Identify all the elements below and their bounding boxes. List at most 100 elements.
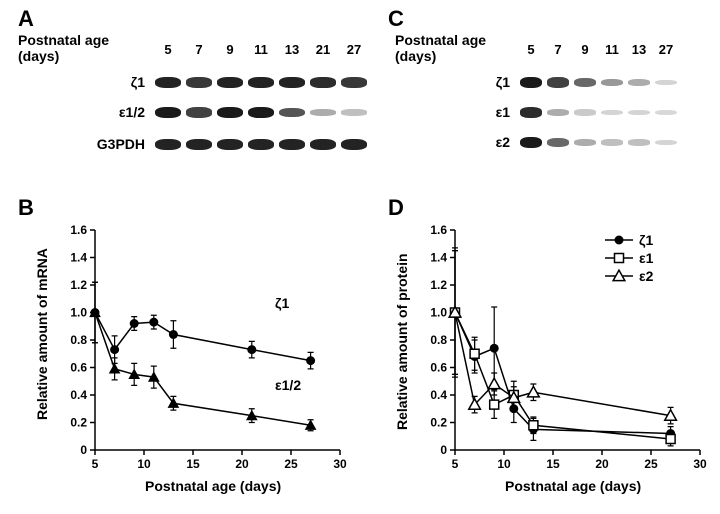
gel-lane-label: 5	[521, 42, 541, 57]
svg-text:ε1/2: ε1/2	[275, 377, 301, 393]
gel-band	[601, 139, 623, 145]
panel-a-header: Postnatal age (days)	[18, 32, 138, 64]
svg-text:1.2: 1.2	[70, 278, 87, 292]
gel-lane-label: 13	[629, 42, 649, 57]
gel-band	[186, 107, 212, 117]
gel-band	[601, 79, 623, 87]
svg-text:1.6: 1.6	[430, 223, 447, 237]
svg-text:10: 10	[137, 457, 151, 471]
gel-band	[217, 139, 243, 150]
gel-lane-label: 11	[602, 42, 622, 57]
gel-band	[341, 139, 367, 150]
panel-d-chart: 00.20.40.60.81.01.21.41.651015202530ζ1ε1…	[405, 210, 720, 490]
svg-text:30: 30	[333, 457, 347, 471]
gel-band	[547, 77, 569, 87]
gel-band	[520, 137, 542, 149]
panel-b-ylabel: Relative amount of mRNA	[34, 248, 50, 420]
gel-band	[217, 107, 243, 119]
gel-band	[601, 110, 623, 116]
gel-lane-label: 5	[158, 42, 178, 57]
svg-text:25: 25	[644, 457, 658, 471]
svg-text:0.8: 0.8	[430, 333, 447, 347]
gel-band	[186, 77, 212, 88]
gel-row-label: ζ1	[80, 74, 145, 90]
gel-band	[628, 139, 650, 145]
svg-text:1.4: 1.4	[430, 251, 447, 265]
gel-band	[310, 77, 336, 88]
gel-band	[310, 109, 336, 116]
panel-a-header-text: Postnatal age (days)	[18, 32, 109, 64]
gel-band	[574, 139, 596, 146]
svg-text:10: 10	[497, 457, 511, 471]
svg-text:1.0: 1.0	[430, 306, 447, 320]
gel-band	[628, 110, 650, 116]
gel-lane-label: 11	[251, 42, 271, 57]
gel-band	[186, 139, 212, 150]
svg-text:20: 20	[595, 457, 609, 471]
gel-band	[248, 77, 274, 88]
svg-text:25: 25	[284, 457, 298, 471]
gel-band	[547, 138, 569, 147]
gel-band	[655, 140, 677, 146]
svg-text:0.2: 0.2	[70, 416, 87, 430]
svg-text:20: 20	[235, 457, 249, 471]
gel-band	[155, 107, 181, 119]
svg-text:ζ1: ζ1	[275, 295, 289, 311]
svg-text:30: 30	[693, 457, 707, 471]
svg-text:0.6: 0.6	[70, 361, 87, 375]
svg-text:5: 5	[92, 457, 99, 471]
gel-band	[248, 139, 274, 150]
svg-text:0.4: 0.4	[70, 388, 87, 402]
svg-text:0: 0	[80, 443, 87, 457]
gel-lane-label: 27	[344, 42, 364, 57]
gel-lane-label: 9	[220, 42, 240, 57]
svg-text:0.4: 0.4	[430, 388, 447, 402]
svg-text:ε2: ε2	[639, 268, 654, 284]
gel-lane-label: 27	[656, 42, 676, 57]
svg-text:ζ1: ζ1	[639, 232, 653, 248]
panel-a-label: A	[18, 6, 34, 32]
gel-band	[655, 110, 677, 116]
panel-b-xlabel: Postnatal age (days)	[145, 478, 281, 494]
svg-text:0: 0	[440, 443, 447, 457]
svg-text:0.6: 0.6	[430, 361, 447, 375]
gel-band	[520, 77, 542, 89]
svg-text:1.6: 1.6	[70, 223, 87, 237]
gel-row-label: ζ1	[445, 74, 510, 90]
gel-band	[155, 139, 181, 150]
gel-band	[628, 79, 650, 86]
gel-row-label: ε1	[445, 104, 510, 120]
gel-band	[217, 77, 243, 88]
svg-text:1.4: 1.4	[70, 251, 87, 265]
panel-b-label: B	[18, 195, 34, 221]
gel-row-label: ε1/2	[80, 104, 145, 120]
gel-lane-label: 13	[282, 42, 302, 57]
gel-lane-label: 7	[548, 42, 568, 57]
gel-band	[520, 107, 542, 118]
gel-lane-label: 9	[575, 42, 595, 57]
gel-band	[279, 108, 305, 118]
gel-band	[341, 109, 367, 115]
gel-band	[248, 107, 274, 119]
gel-band	[574, 78, 596, 87]
panel-c-label: C	[388, 6, 404, 32]
gel-lane-label: 21	[313, 42, 333, 57]
panel-c-header: Postnatal age (days)	[395, 32, 515, 64]
gel-band	[341, 77, 367, 88]
gel-lane-label: 7	[189, 42, 209, 57]
gel-band	[547, 109, 569, 116]
gel-row-label: ε2	[445, 134, 510, 150]
svg-text:0.8: 0.8	[70, 333, 87, 347]
gel-row-label: G3PDH	[80, 136, 145, 152]
svg-text:1.0: 1.0	[70, 306, 87, 320]
panel-d-label: D	[388, 195, 404, 221]
gel-band	[310, 139, 336, 150]
gel-band	[574, 109, 596, 115]
gel-band	[279, 77, 305, 88]
svg-text:1.2: 1.2	[430, 278, 447, 292]
gel-band	[655, 80, 677, 86]
svg-text:15: 15	[186, 457, 200, 471]
svg-text:15: 15	[546, 457, 560, 471]
panel-d-ylabel: Relative amount of protein	[394, 253, 410, 430]
gel-band	[155, 77, 181, 88]
